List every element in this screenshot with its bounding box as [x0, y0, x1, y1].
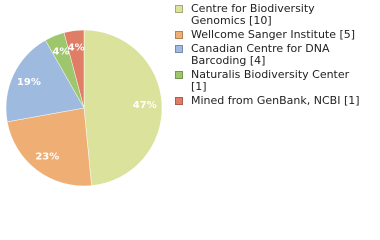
legend-swatch — [175, 71, 183, 79]
legend-item: Canadian Centre for DNA Barcoding [4] — [175, 43, 365, 67]
slice-label: 4% — [52, 47, 69, 58]
legend: Centre for Biodiversity Genomics [10] Wel… — [175, 3, 365, 109]
legend-item: Mined from GenBank, NCBI [1] — [175, 95, 365, 107]
legend-label: Wellcome Sanger Institute [5] — [191, 28, 356, 41]
legend-swatch — [175, 31, 183, 39]
slice-label: 47% — [133, 100, 157, 111]
slice-label: 19% — [17, 77, 41, 88]
legend-item: Naturalis Biodiversity Center [1] — [175, 69, 365, 93]
pie-slice — [6, 107, 92, 187]
legend-label: Canadian Centre for DNA Barcoding [4] — [191, 42, 330, 67]
legend-label: Centre for Biodiversity Genomics [10] — [191, 2, 315, 27]
legend-swatch — [175, 97, 183, 105]
slice-label: 4% — [68, 43, 85, 54]
pie-slice — [5, 39, 85, 123]
legend-label: Mined from GenBank, NCBI [1] — [191, 94, 360, 107]
slice-label: 23% — [35, 152, 59, 163]
legend-swatch — [175, 45, 183, 53]
legend-swatch — [175, 5, 183, 13]
pie-chart: 47% 23% 19% 4%4% — [5, 29, 163, 187]
pie-slice — [83, 29, 163, 186]
legend-item: Centre for Biodiversity Genomics [10] — [175, 3, 365, 27]
pie-slice — [63, 29, 85, 109]
legend-label: Naturalis Biodiversity Center [1] — [191, 68, 350, 93]
legend-item: Wellcome Sanger Institute [5] — [175, 29, 365, 41]
